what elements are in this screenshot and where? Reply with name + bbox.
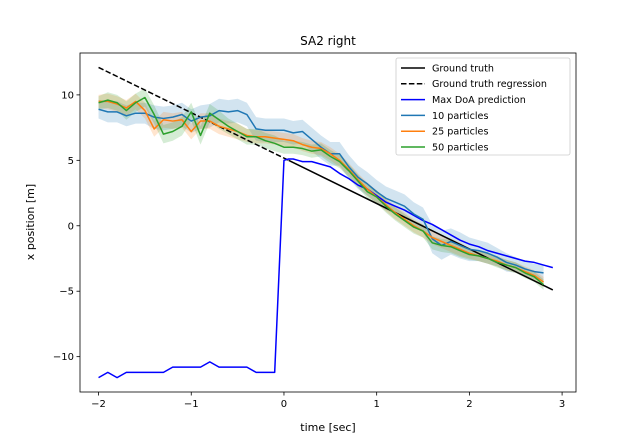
max-doa-prediction-line	[98, 158, 554, 379]
y-tick-label: −5	[59, 287, 74, 298]
legend-label-ground-truth: Ground truth	[432, 63, 494, 74]
x-axis-label: time [sec]	[300, 421, 355, 434]
legend-label-10-particles: 10 particles	[432, 111, 488, 122]
y-tick-label: −10	[53, 352, 74, 363]
x-tick-label: −2	[91, 399, 106, 410]
x-tick-label: 1	[373, 399, 379, 410]
y-tick-label: 0	[68, 221, 74, 232]
legend: Ground truth Ground truth regression Max D…	[395, 57, 571, 156]
10-particles-line	[98, 108, 544, 274]
y-axis-ticks: −10 −5 0 5 10	[53, 90, 80, 363]
y-tick-label: 5	[68, 156, 74, 167]
ground-truth-line	[288, 159, 554, 291]
ground-truth-regression-line	[98, 66, 289, 162]
x-tick-label: −1	[184, 399, 199, 410]
y-axis-label: x position [m]	[24, 184, 37, 260]
x-tick-label: 3	[559, 399, 565, 410]
legend-label-ground-truth-regression: Ground truth regression	[432, 79, 547, 90]
x-axis-ticks: −2 −1 0 1 2 3	[91, 392, 565, 410]
50-particles-line	[98, 96, 545, 286]
x-tick-label: 2	[466, 399, 472, 410]
x-tick-label: 0	[281, 399, 287, 410]
legend-label-25-particles: 25 particles	[432, 127, 488, 138]
10-particles-band	[98, 98, 544, 281]
legend-label-max-doa-prediction: Max DoA prediction	[432, 95, 526, 106]
25-particles-line	[98, 100, 544, 283]
plot-frame	[79, 52, 577, 393]
y-tick-label: 10	[61, 90, 74, 101]
legend-label-50-particles: 50 particles	[432, 142, 488, 153]
legend-box	[395, 57, 571, 156]
chart-title: SA2 right	[300, 34, 356, 48]
series-lines	[98, 66, 554, 379]
